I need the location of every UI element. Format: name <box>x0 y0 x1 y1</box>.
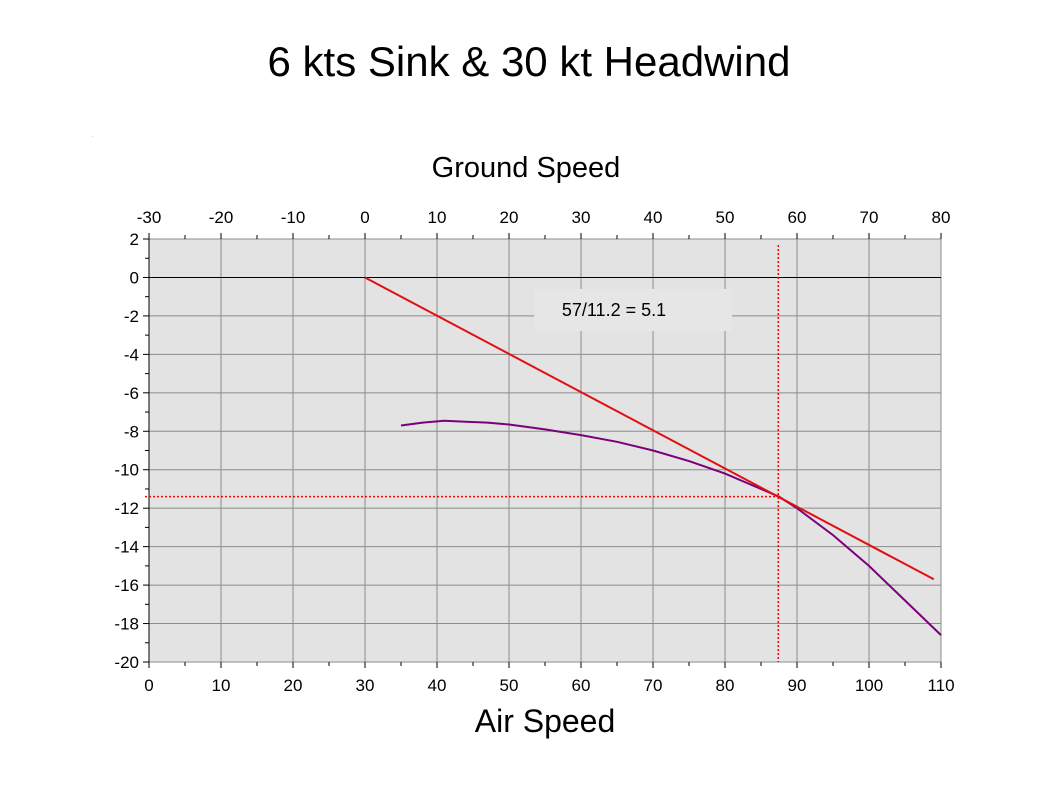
x-axis-title: Air Speed <box>475 703 616 739</box>
top-tick-label: 20 <box>500 208 519 227</box>
top-tick-label: -30 <box>137 208 162 227</box>
top-tick-label: -20 <box>209 208 234 227</box>
annotation-box <box>534 289 732 331</box>
y-tick-label: -16 <box>114 576 139 595</box>
series-layer <box>364 276 942 636</box>
x-tick-label: 60 <box>572 676 591 695</box>
x-tick-label: 90 <box>788 676 807 695</box>
y-tick-label: -10 <box>114 461 139 480</box>
y-tick-label: -4 <box>124 345 139 364</box>
stray-dot: . <box>92 133 94 139</box>
top-tick-label: 70 <box>860 208 879 227</box>
sink-curve <box>400 419 942 636</box>
top-tick-label: 50 <box>716 208 735 227</box>
top-tick-label: -10 <box>281 208 306 227</box>
top-tick-label: 40 <box>644 208 663 227</box>
top-tick-label: 30 <box>572 208 591 227</box>
top-tick-label: 80 <box>932 208 951 227</box>
x-tick-label: 40 <box>428 676 447 695</box>
y-tick-label: 0 <box>130 268 139 287</box>
x-tick-label: 10 <box>212 676 231 695</box>
y-tick-label: -18 <box>114 615 139 634</box>
top-tick-label: 0 <box>360 208 369 227</box>
top-tick-label: 60 <box>788 208 807 227</box>
x-tick-label: 100 <box>855 676 883 695</box>
x-tick-label: 110 <box>927 676 954 695</box>
y-tick-label: -6 <box>124 384 139 403</box>
glide-line <box>364 276 935 581</box>
annotation: 57/11.2 = 5.1 <box>534 289 732 331</box>
x-tick-label: 70 <box>644 676 663 695</box>
y-tick-label: -12 <box>114 499 139 518</box>
y-tick-label: -20 <box>114 653 139 672</box>
x-tick-label: 80 <box>716 676 735 695</box>
ticks: 0 10 20 30 40 50 60 70 80 90 100 110-30 -20 -10 0 10 20 3… <box>114 208 954 695</box>
y-tick-label: -8 <box>124 422 139 441</box>
x-tick-label: 0 <box>144 676 153 695</box>
top-axis-title: Ground Speed <box>432 152 621 184</box>
x-tick-label: 30 <box>356 676 375 695</box>
x-tick-label: 20 <box>284 676 303 695</box>
x-tick-label: 50 <box>500 676 519 695</box>
annotation-text: 57/11.2 = 5.1 <box>562 300 666 320</box>
y-tick-label: -14 <box>114 538 139 557</box>
top-tick-label: 10 <box>428 208 447 227</box>
reference-lines <box>145 245 780 662</box>
y-tick-label: -2 <box>124 307 139 326</box>
slide-title: 6 kts Sink & 30 kt Headwind <box>267 38 791 85</box>
y-tick-label: 2 <box>130 230 139 249</box>
